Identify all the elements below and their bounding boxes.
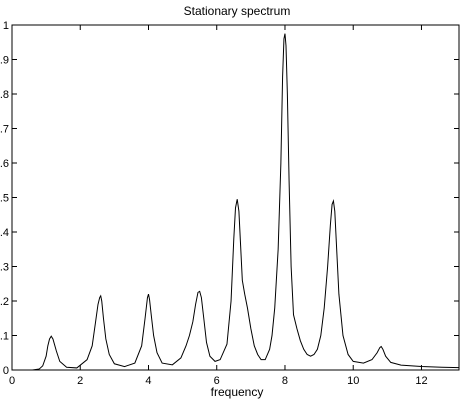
y-tick-label: 0.2 (0, 296, 9, 308)
y-tick-label: 0.9 (0, 55, 9, 67)
y-tick-label: 0.1 (0, 331, 9, 343)
x-tick-label: 8 (282, 375, 288, 387)
y-tick-label: 0.4 (0, 227, 9, 239)
x-tick-label: 10 (347, 375, 359, 387)
y-tick-label: 0.5 (0, 193, 9, 205)
x-tick-label: 2 (77, 375, 83, 387)
y-tick-label: 0.6 (0, 158, 9, 170)
y-tick-label: 1 (3, 20, 9, 32)
spectrum-line (12, 33, 460, 371)
chart-title: Stationary spectrum (184, 4, 291, 18)
x-tick-label: 0 (9, 375, 15, 387)
x-tick-label: 12 (415, 375, 427, 387)
axis-ticks (11, 24, 459, 371)
plot-area (11, 24, 460, 371)
x-tick-labels: 0 2 4 6 8 10 12 (9, 375, 428, 387)
y-tick-label: 0.7 (0, 124, 9, 136)
y-tick-labels: 0 0.1 0.2 0.3 0.4 0.5 0.6 0.7 0.8 0.9 1 (0, 20, 9, 377)
y-tick-label: 0.3 (0, 262, 9, 274)
x-tick-label: 4 (145, 375, 151, 387)
x-tick-label: 6 (214, 375, 220, 387)
y-tick-label: 0 (3, 365, 9, 377)
y-tick-label: 0.8 (0, 89, 9, 101)
x-axis-label: frequency (211, 385, 264, 399)
